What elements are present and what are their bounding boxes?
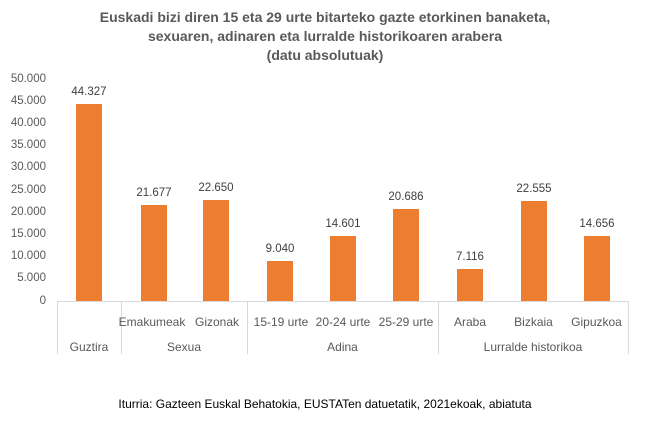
group-separator (121, 301, 122, 354)
group-separator (57, 301, 58, 354)
data-label: 7.116 (456, 251, 484, 264)
category-label: Emakumeak (118, 315, 186, 329)
y-tick: 50.000 (10, 73, 46, 85)
source-note: Iturria: Gazteen Euskal Behatokia, EUSTA… (118, 397, 532, 411)
category-label: 20-24 urte (315, 315, 371, 329)
data-label: 14.601 (325, 218, 361, 231)
group-separator (438, 301, 439, 354)
bar (141, 204, 167, 301)
chart-title: Euskadi bizi diren 15 eta 29 urte bitart… (0, 8, 650, 65)
bar (203, 200, 229, 301)
category-label: Araba (453, 315, 487, 329)
y-tick: 25.000 (10, 184, 46, 196)
data-label: 20.686 (388, 191, 424, 204)
chart-title-line-1: Euskadi bizi diren 15 eta 29 urte bitart… (99, 9, 551, 25)
y-tick: 5.000 (17, 272, 46, 284)
data-label: 44.327 (71, 86, 107, 99)
y-tick: 45.000 (10, 95, 46, 107)
bar (267, 260, 293, 301)
data-label: 14.656 (579, 217, 615, 230)
data-label: 21.677 (136, 186, 172, 199)
data-label: 22.555 (516, 182, 552, 195)
group-label: Lurralde historikoa (483, 340, 583, 354)
x-axis-line (57, 301, 628, 302)
category-label: 15-19 urte (253, 315, 309, 329)
group-separator (628, 301, 629, 354)
chart-title-line-2: sexuaren, adinaren eta lurralde historik… (147, 28, 503, 44)
bar (76, 104, 102, 301)
category-label: Gipuzkoa (571, 315, 622, 329)
category-label: Gizonak (194, 315, 240, 329)
data-label: 22.650 (198, 182, 234, 195)
y-tick: 15.000 (10, 228, 46, 240)
bar (584, 235, 610, 301)
bar (521, 200, 547, 301)
y-tick: 0 (39, 295, 46, 307)
category-label: Bizkaia (514, 315, 553, 329)
y-tick: 35.000 (10, 139, 46, 151)
y-tick: 30.000 (10, 161, 46, 173)
bar (457, 269, 483, 301)
group-label: Guztira (69, 340, 109, 354)
category-label: 25-29 urte (378, 315, 434, 329)
y-tick: 10.000 (10, 250, 46, 262)
y-tick: 20.000 (10, 206, 46, 218)
bar (393, 209, 419, 301)
y-tick: 40.000 (10, 117, 46, 129)
data-label: 9.040 (265, 242, 295, 255)
group-separator (247, 301, 248, 354)
chart-title-line-3: (datu absolutuak) (266, 47, 384, 63)
group-label: Sexua (166, 340, 202, 354)
group-label: Adina (327, 340, 358, 354)
plot-area: 44.327 21.677 22.650 9.040 14.601 20.686… (57, 79, 628, 301)
bar (330, 236, 356, 301)
